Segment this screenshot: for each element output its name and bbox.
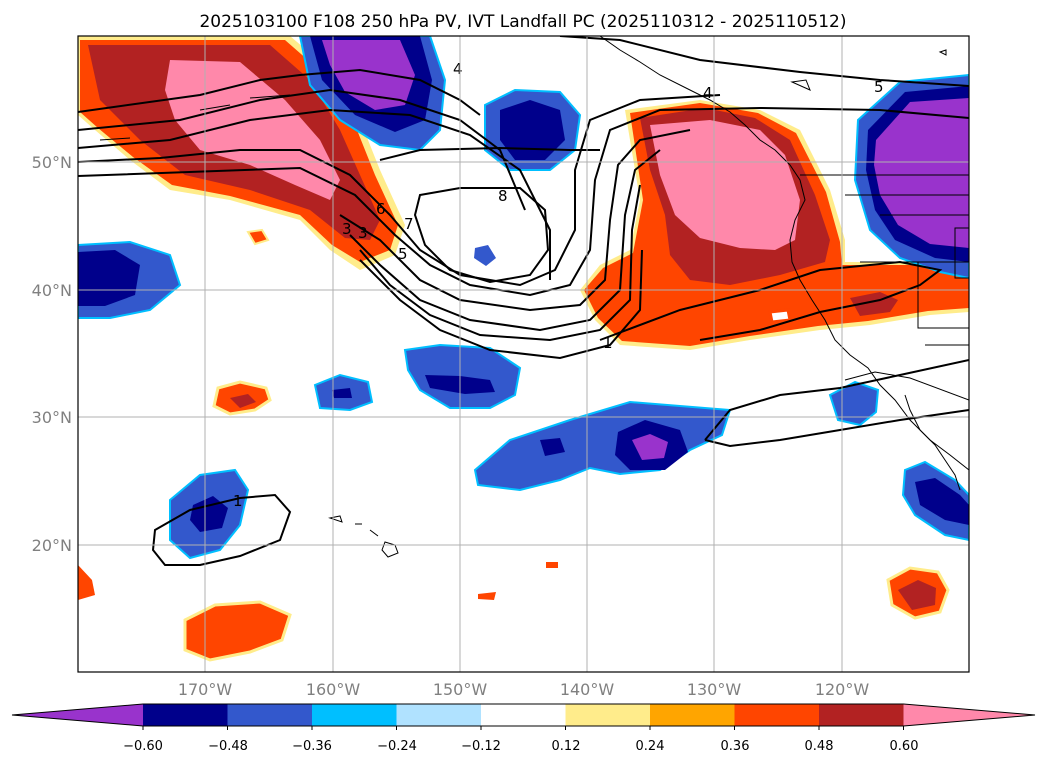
colorbar-labels: −0.60 −0.48 −0.36 −0.24 −0.12 0.12 0.24 … (123, 739, 918, 754)
contour-label: 6 (376, 200, 386, 218)
longitude-labels: 170°W 160°W 150°W 140°W 130°W 120°W (178, 680, 870, 699)
lat-label: 20°N (32, 536, 72, 555)
lat-label: 30°N (32, 408, 72, 427)
contour-label-group: 8 7 6 5 3 3 4 5 1 1 4 (233, 60, 884, 510)
contour-label: 3 (358, 224, 368, 242)
positive-anomaly-small-blobs (78, 228, 950, 662)
lon-label: 160°W (306, 680, 361, 699)
colorbar-segment (565, 704, 651, 726)
colorbar-tick-label: −0.36 (292, 739, 332, 754)
lat-label: 50°N (32, 153, 72, 172)
contour-label: 5 (398, 245, 408, 263)
map-gridlines (78, 36, 969, 672)
contour-label: 1 (233, 492, 243, 510)
colorbar-tick-label: 0.12 (552, 739, 581, 754)
lon-label: 120°W (815, 680, 870, 699)
colorbar (11, 703, 1036, 730)
colorbar-tick-label: −0.12 (461, 739, 501, 754)
contour-label: 4 (703, 84, 713, 102)
contour-label: 7 (404, 215, 414, 233)
colorbar-tick-label: −0.48 (208, 739, 248, 754)
colorbar-segment (481, 704, 566, 726)
colorbar-tick-label: 0.60 (890, 739, 919, 754)
colorbar-tick-label: −0.60 (123, 739, 163, 754)
colorbar-segment (143, 704, 228, 726)
lat-label: 40°N (32, 281, 72, 300)
colorbar-segment (734, 704, 820, 726)
contour-label: 5 (874, 78, 884, 96)
map-panel: 8 7 6 5 3 3 4 5 1 1 4 (78, 36, 969, 672)
contour-lines (78, 36, 969, 566)
lon-label: 150°W (433, 680, 488, 699)
coastlines (99, 36, 969, 558)
latitude-labels: 50°N 40°N 30°N 20°N (32, 153, 72, 555)
colorbar-tick-label: 0.48 (805, 739, 834, 754)
lon-label: 170°W (178, 680, 233, 699)
contour-label: 1 (603, 334, 613, 352)
colorbar-segment (312, 704, 397, 726)
colorbar-segment (396, 704, 482, 726)
colorbar-extend-high (903, 704, 1035, 726)
contour-label: 3 (342, 220, 352, 238)
map-frame (77, 35, 970, 673)
lon-label: 140°W (560, 680, 615, 699)
figure-title: 2025103100 F108 250 hPa PV, IVT Landfall… (199, 12, 846, 32)
colorbar-extend-low (12, 704, 143, 726)
contour-label: 8 (498, 187, 508, 205)
lon-label: 130°W (687, 680, 742, 699)
negative-anomaly-regions (78, 36, 969, 560)
contour-label: 4 (453, 60, 463, 78)
colorbar-tick-label: 0.36 (721, 739, 750, 754)
colorbar-segment (227, 704, 313, 726)
colorbar-tick-label: 0.24 (636, 739, 665, 754)
colorbar-segment (650, 704, 735, 726)
colorbar-segment (819, 704, 904, 726)
colorbar-tick-label: −0.24 (377, 739, 417, 754)
